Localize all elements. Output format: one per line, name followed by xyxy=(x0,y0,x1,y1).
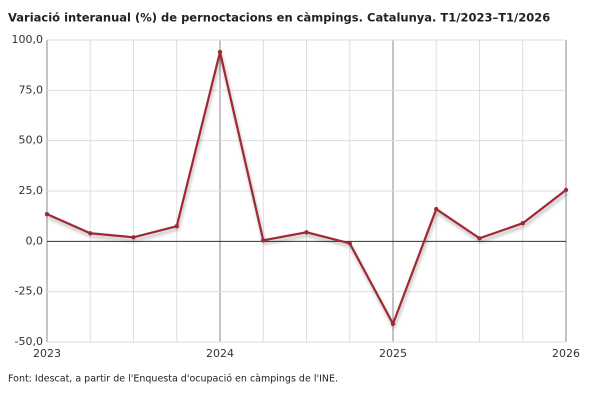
point xyxy=(477,236,482,241)
point xyxy=(304,230,309,235)
point xyxy=(434,206,439,212)
chart-title: Variació interanual (%) de pernoctacions… xyxy=(8,11,550,25)
x-tick-label: 2026 xyxy=(552,347,580,360)
x-tick-label: 2024 xyxy=(206,347,234,360)
point xyxy=(261,238,266,243)
point xyxy=(131,235,136,240)
x-tick-label: 2025 xyxy=(379,347,407,360)
y-tick-label: 100,0 xyxy=(12,33,44,46)
point xyxy=(390,321,396,327)
y-tick-label: 75,0 xyxy=(19,83,44,96)
point xyxy=(347,241,352,246)
y-tick-label: 0,0 xyxy=(26,234,44,247)
point xyxy=(217,49,223,55)
source-note: Font: Idescat, a partir de l'Enquesta d'… xyxy=(8,374,338,385)
y-tick-label: 25,0 xyxy=(19,184,44,197)
point xyxy=(88,231,93,236)
y-tick-label: -25,0 xyxy=(15,285,43,298)
x-tick-label: 2023 xyxy=(33,347,61,360)
y-tick-label: -50,0 xyxy=(15,335,43,348)
point xyxy=(520,221,525,226)
point xyxy=(563,187,569,193)
y-tick-label: 50,0 xyxy=(19,134,44,147)
point xyxy=(174,224,179,229)
point xyxy=(44,211,50,217)
